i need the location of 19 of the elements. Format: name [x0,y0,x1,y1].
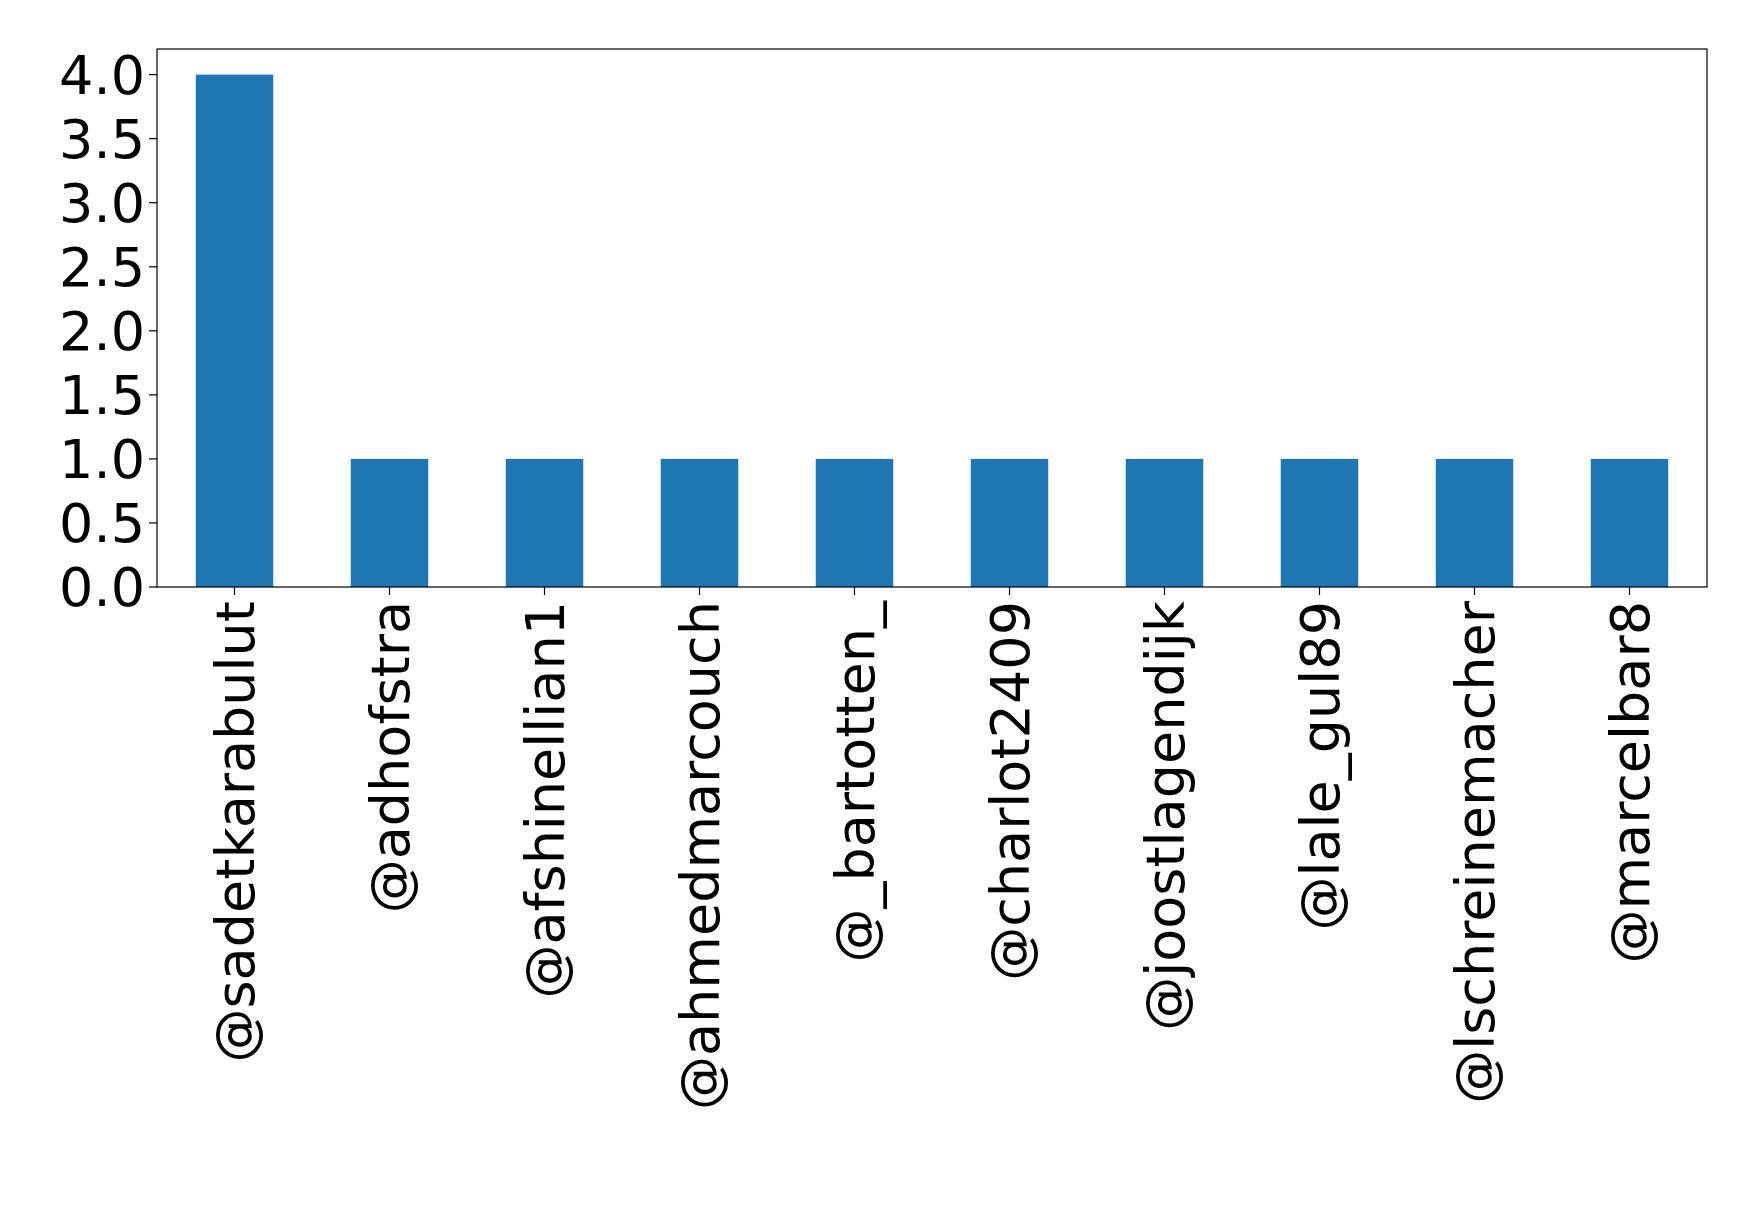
x-tick-label: @joostlagendijk [1133,600,1197,1031]
y-tick-label: 3.0 [59,172,145,236]
y-tick-label: 2.0 [59,300,145,364]
x-tick-label: @charlot2409 [978,601,1042,981]
x-tick-label: @ahmedmarcouch [668,601,732,1110]
x-tick-label: @lale_gul89 [1288,601,1352,931]
y-tick-label: 2.5 [59,236,145,300]
x-tick-label: @adhofstra [358,601,422,914]
y-tick-label: 3.5 [59,108,145,172]
y-tick-label: 1.5 [59,364,145,428]
y-tick-label: 1.0 [59,428,145,492]
x-tick-label: @afshinellian1 [513,601,577,999]
y-tick-label: 0.5 [59,492,145,556]
y-tick-label: 4.0 [59,44,145,108]
x-tick-label: @marcelbar8 [1598,601,1662,964]
x-tick-label: @lschreinemacher [1443,600,1507,1104]
x-tick-label: @_bartotten_ [823,600,887,963]
x-tick-label: @sadetkarabulut [203,601,267,1063]
y-tick-label: 0.0 [59,556,145,620]
